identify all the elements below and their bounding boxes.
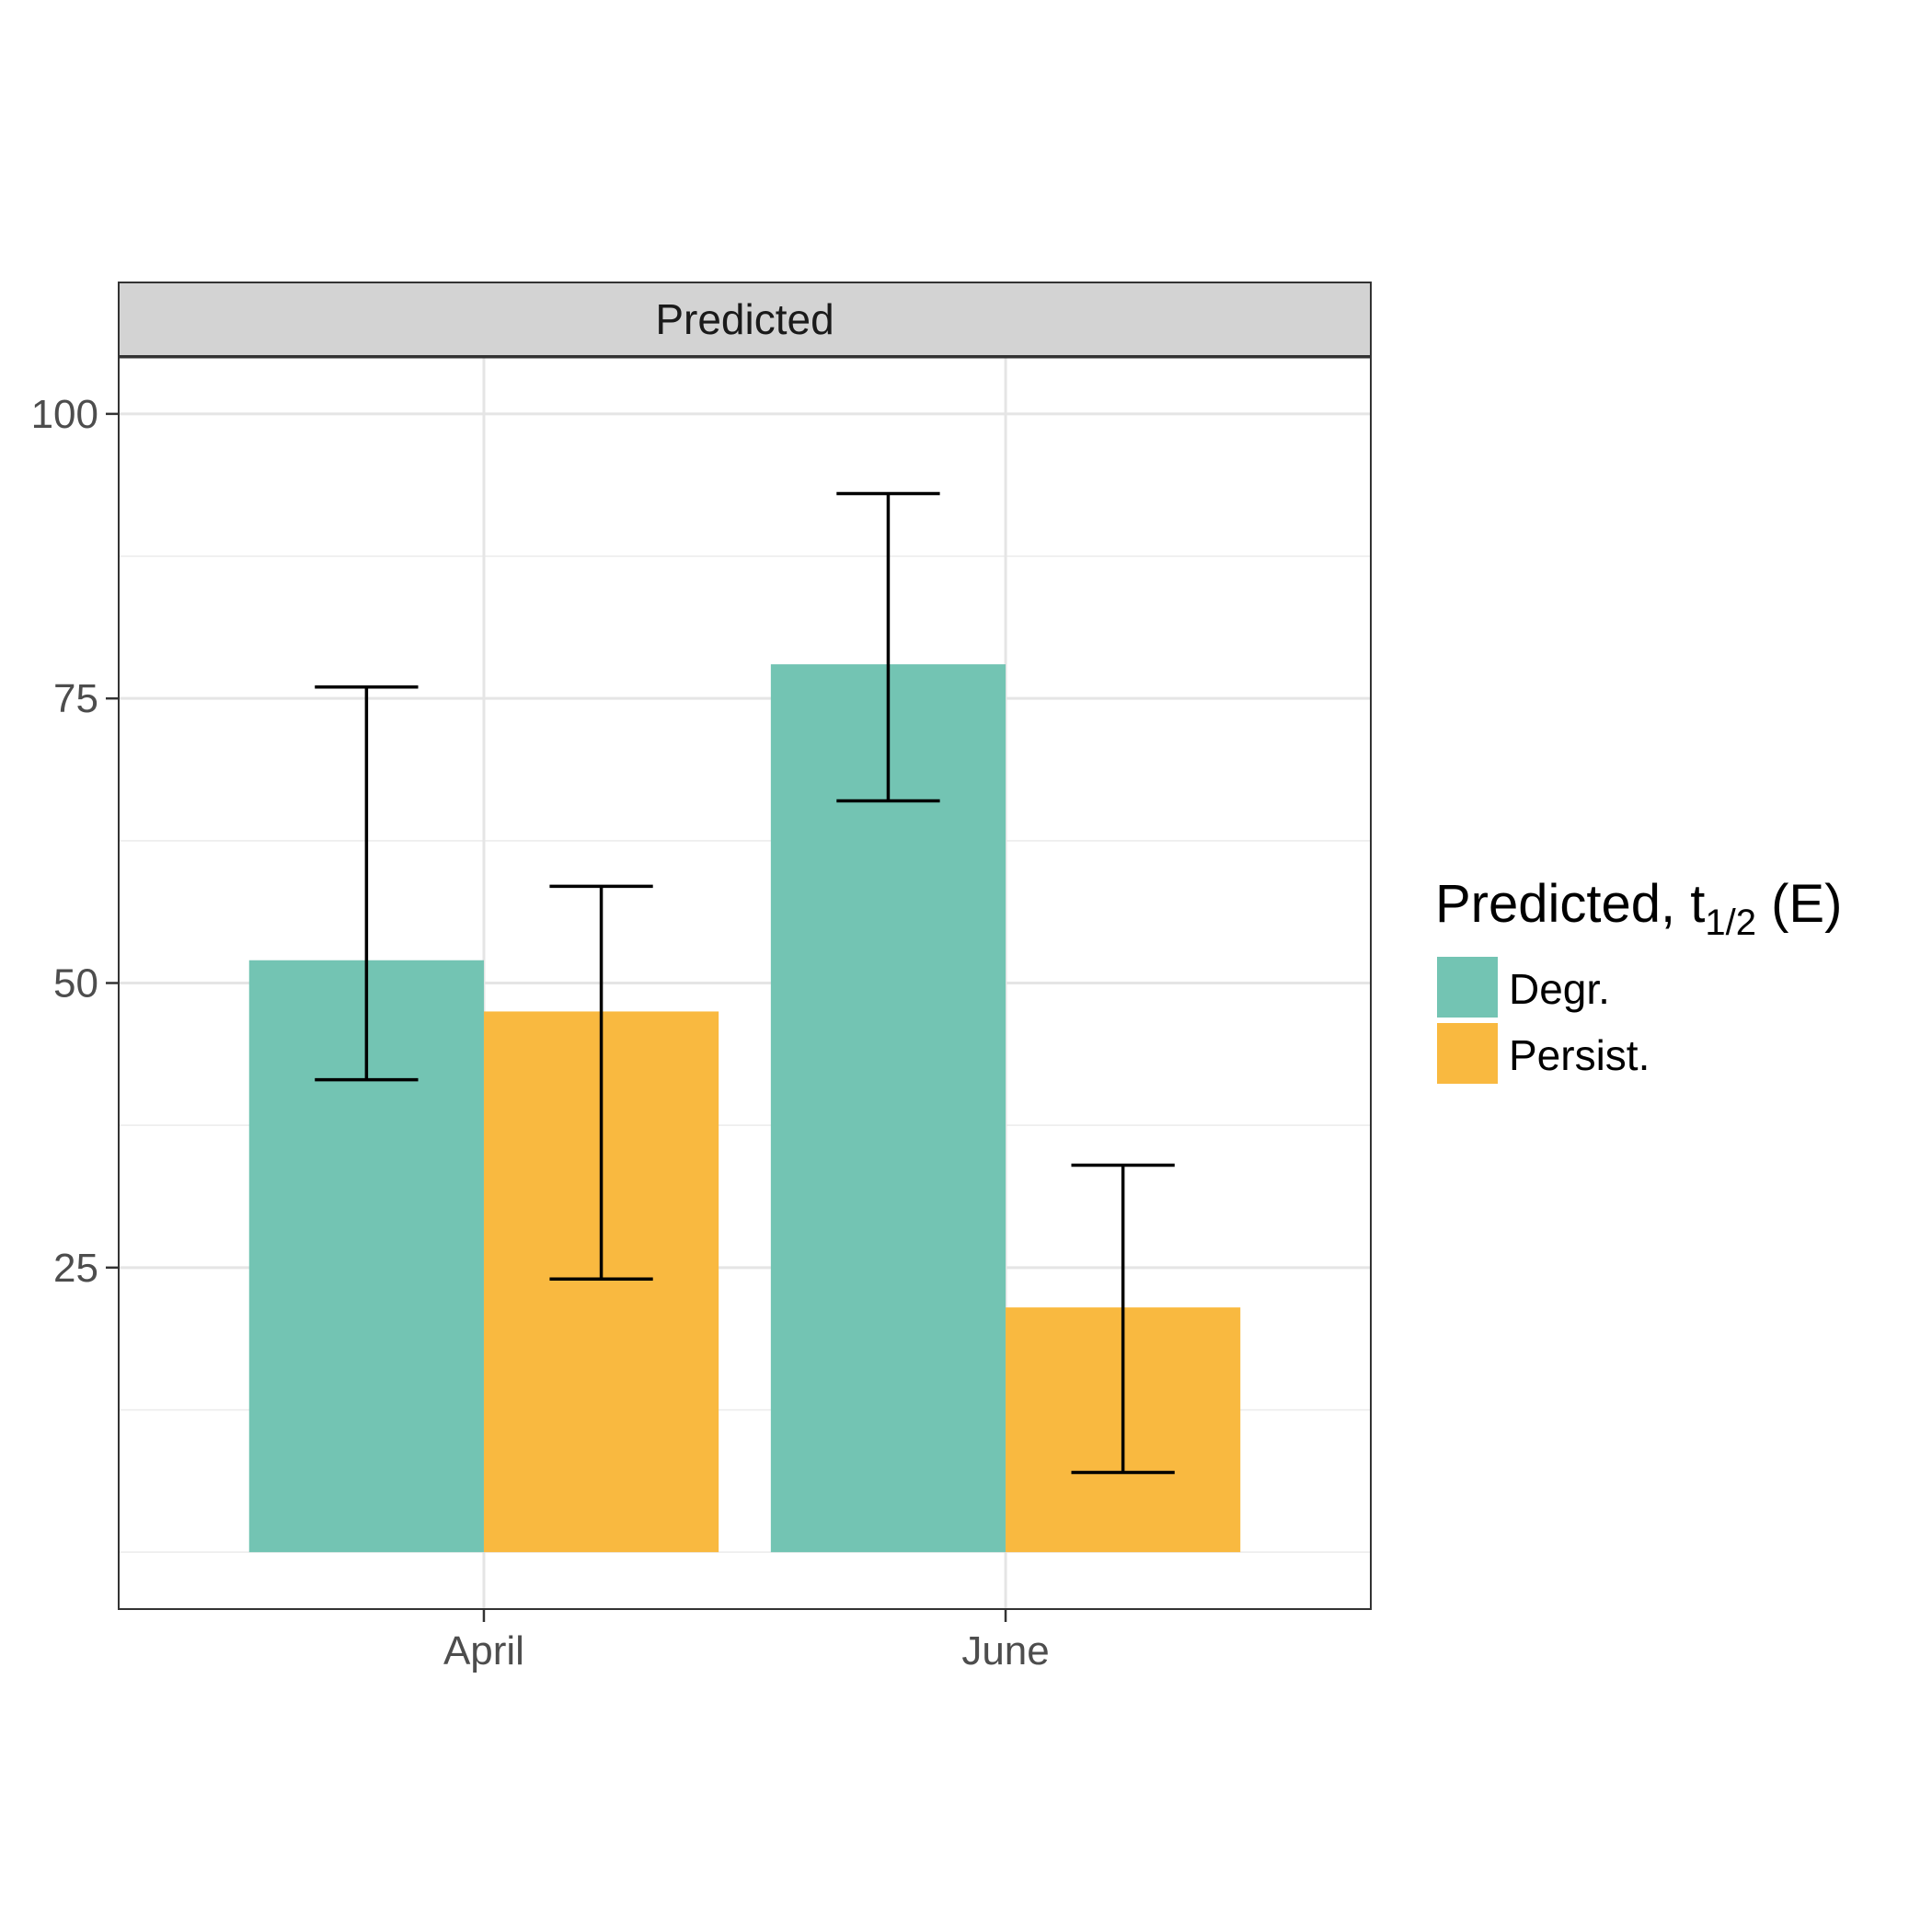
legend-title: Predicted, t1/2 (E) bbox=[1435, 874, 1842, 943]
error-bars bbox=[315, 491, 1175, 1475]
y-tick-label: 75 bbox=[53, 676, 98, 721]
x-tick-label: June bbox=[961, 1628, 1049, 1673]
legend-key-degr bbox=[1437, 957, 1498, 1018]
legend-title-tail: (E) bbox=[1756, 874, 1842, 934]
legend-title-main: Predicted, t bbox=[1435, 874, 1705, 934]
y-tick-label: 100 bbox=[31, 392, 98, 437]
facet-strip bbox=[118, 282, 1372, 357]
x-axis: April June bbox=[443, 1609, 1050, 1673]
y-axis: 25 50 75 100 bbox=[31, 392, 119, 1291]
legend: Predicted, t1/2 (E) Degr. Persist. bbox=[1435, 874, 1842, 1084]
bar-degr-june bbox=[770, 664, 1006, 1553]
facet-strip-label: Predicted bbox=[655, 295, 834, 343]
y-tick-label: 50 bbox=[53, 961, 98, 1006]
legend-key-persist bbox=[1437, 1023, 1498, 1084]
legend-title-subscript: 1/2 bbox=[1705, 903, 1756, 943]
legend-label-degr: Degr. bbox=[1509, 965, 1610, 1013]
legend-label-persist: Persist. bbox=[1509, 1031, 1650, 1079]
y-tick-label: 25 bbox=[53, 1246, 98, 1291]
x-tick-label: April bbox=[443, 1628, 524, 1673]
